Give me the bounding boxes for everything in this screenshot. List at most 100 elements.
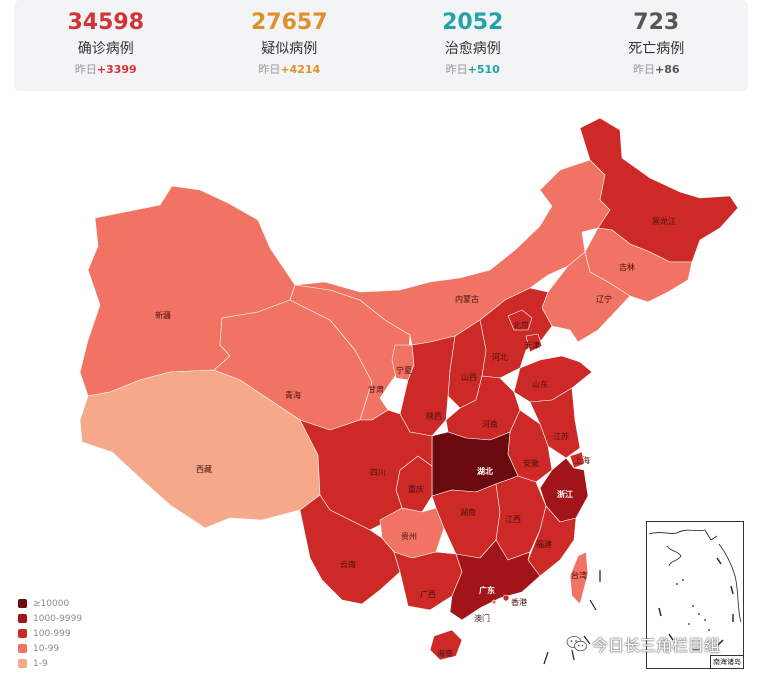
label-liaoning: 辽宁 [596,294,612,304]
province-heilongjiang[interactable] [579,117,739,263]
label-jilin: 吉林 [619,262,635,272]
label-jiangxi: 江西 [505,515,521,524]
island-dot [682,579,684,581]
wechat-icon [566,636,587,652]
legend-item[interactable]: 1-9 [18,656,82,671]
cured-count: 2052 [442,10,504,35]
label-neimenggu: 内蒙古 [455,294,479,304]
island-dot [688,623,690,625]
label-yunnan: 云南 [340,559,356,569]
inset-caption: 南海诸岛 [710,655,743,668]
label-heilongjiang: 黑龙江 [652,216,676,226]
legend-swatch [18,599,27,608]
province-xianggang[interactable] [502,594,510,602]
label-hainan: 海南 [437,648,453,658]
nine-dash [716,557,722,565]
province-aomen[interactable] [491,599,497,605]
deaths-yesterday: 昨日+86 [632,63,680,76]
china-map: 新疆 西藏 青海 甘肃 内蒙古 黑龙江 吉林 辽宁 北京 天津 河北 山西 山东… [79,117,739,665]
label-taiwan: 台湾 [571,570,587,580]
label-guangxi: 广西 [420,589,436,599]
province-taiwan[interactable] [569,551,589,605]
label-shanghai: 上海 [574,455,590,465]
legend-swatch [18,644,27,653]
island-mark [589,599,597,611]
map-legend: ≥10000 1000-9999 100-999 10-99 1-9 [18,596,82,671]
legend-item[interactable]: 10-99 [18,641,82,656]
stats-panel: 34598 确诊病例 昨日+3399 27657 疑似病例 昨日+4214 20… [14,0,748,91]
stat-confirmed: 34598 确诊病例 昨日+3399 [14,0,198,91]
legend-swatch [18,614,27,623]
label-gansu: 甘肃 [368,384,384,394]
island-mark [571,649,575,661]
island-dot [698,613,700,615]
province-hainan[interactable] [429,629,463,661]
label-jiangsu: 江苏 [553,431,569,441]
label-xizang: 西藏 [196,464,212,474]
island-dot [676,583,678,585]
island-mark [583,635,591,645]
label-xianggang: 香港 [511,597,527,607]
confirmed-yesterday: 昨日+3399 [74,63,137,76]
legend-swatch [18,629,27,638]
province-beijing[interactable] [507,309,533,331]
label-tianjin: 天津 [524,340,540,350]
cured-yesterday: 昨日+510 [445,63,500,76]
legend-swatch [18,659,27,668]
watermark: 今日长三角栏目组 [566,632,720,656]
province-yunnan[interactable] [299,494,401,605]
inset-coastline [718,543,742,623]
label-shanxi: 山西 [461,372,477,382]
label-aomen: 澳门 [474,613,490,623]
label-xinjiang: 新疆 [155,310,171,320]
nine-dash [668,633,674,641]
suspected-label: 疑似病例 [261,41,318,57]
province-jiangxi[interactable] [495,475,547,561]
province-zhejiang[interactable] [539,457,589,523]
label-hunan: 湖南 [460,507,476,517]
stat-cured: 2052 治愈病例 昨日+510 [381,0,565,91]
label-hubei: 湖北 [477,466,493,476]
legend-label: 1000-9999 [33,613,83,624]
suspected-yesterday: 昨日+4214 [258,63,321,76]
label-henan: 河南 [482,419,498,429]
confirmed-label: 确诊病例 [77,41,134,57]
inset-map [648,529,742,651]
legend-item[interactable]: ≥10000 [18,596,82,611]
label-beijing: 北京 [513,320,529,330]
island-dot [708,629,710,631]
province-shandong[interactable] [513,355,593,403]
legend-item[interactable]: 100-999 [18,626,82,641]
suspected-count: 27657 [250,10,328,35]
label-guangdong: 广东 [479,585,495,595]
watermark-text: 今日长三角栏目组 [592,636,721,655]
nine-dash [716,639,724,647]
deaths-label: 死亡病例 [628,41,685,57]
label-anhui: 安徽 [523,458,539,468]
province-shaanxi[interactable] [399,335,456,437]
province-shanghai[interactable] [569,451,585,469]
label-shaanxi: 陕西 [426,411,442,421]
province-tianjin[interactable] [525,333,543,353]
label-fujian: 福建 [536,539,552,549]
legend-label: 1-9 [33,658,48,669]
label-guizhou: 贵州 [401,531,417,541]
nine-dash [658,607,662,617]
province-guangdong[interactable] [449,539,541,621]
label-hebei: 河北 [492,352,508,362]
island-mark [543,651,549,665]
stat-suspected: 27657 疑似病例 昨日+4214 [198,0,382,91]
stat-deaths: 723 死亡病例 昨日+86 [565,0,749,91]
legend-label: 10-99 [33,643,60,654]
legend-label: ≥10000 [33,598,70,609]
label-qinghai: 青海 [285,390,301,400]
island-dot [692,605,694,607]
inset-coastline [648,529,718,541]
label-shandong: 山东 [532,379,548,389]
inset-coastline [666,545,682,567]
south-china-sea-inset: 南海诸岛 [646,521,744,669]
cured-label: 治愈病例 [444,41,501,57]
legend-item[interactable]: 1000-9999 [18,611,82,626]
label-ningxia: 宁夏 [396,365,412,375]
island-dot [704,619,706,621]
